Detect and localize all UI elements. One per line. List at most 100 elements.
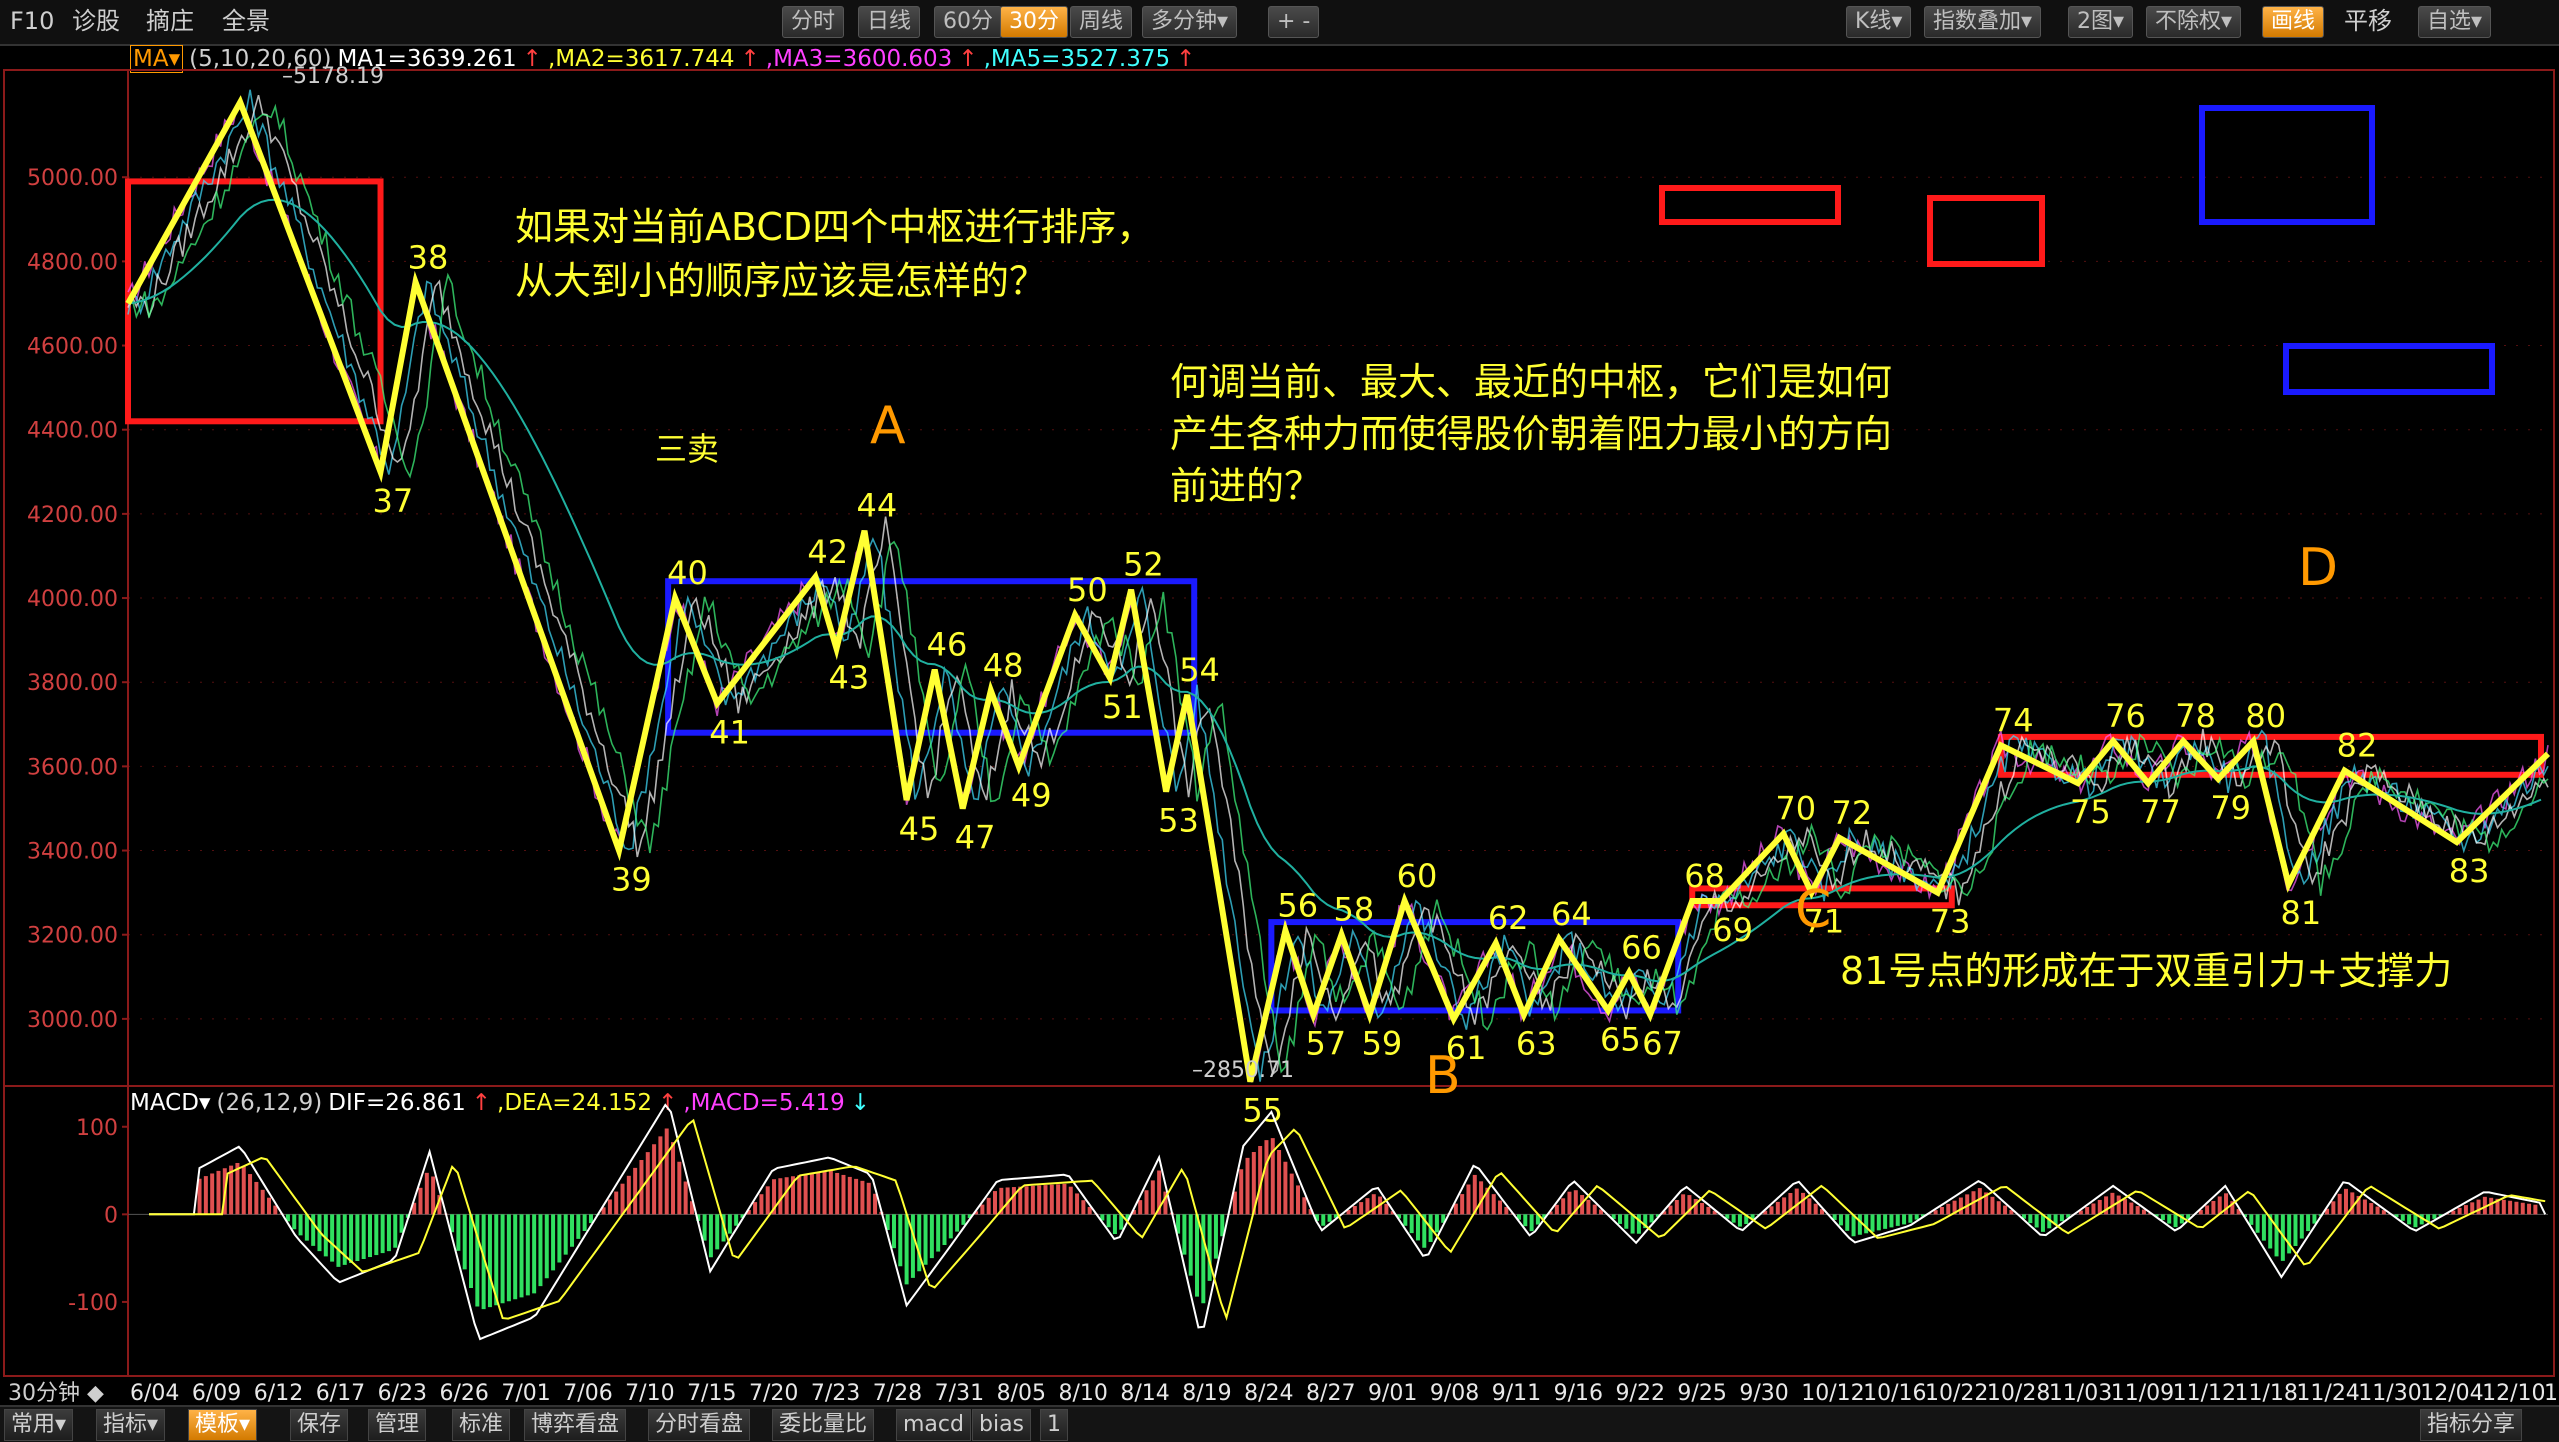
time-tick-label: 12/1 [2544,1381,2559,1405]
time-tick-label: 9/01 [1368,1381,1417,1405]
macd-arrow: ↓ [850,1090,870,1116]
price-tick-label: 4600.00 [27,335,118,360]
hub-label-b: B [1425,1046,1461,1106]
time-tick-label: 8/10 [1058,1381,1107,1405]
indicator-tab[interactable]: 指标▾ [96,1409,166,1441]
time-tick-label: 8/24 [1244,1381,1293,1405]
time-tick-label: 11/24 [2296,1381,2359,1405]
stroke-label-77: 77 [2140,793,2181,831]
stroke-label-38: 38 [408,238,449,276]
diagnose-button[interactable]: 诊股 [72,7,120,35]
ma2-value: ,MA2=3617.744 [547,46,735,72]
game-view-tab[interactable]: 博弈看盘 [524,1409,627,1441]
time-tick-label: 8/27 [1306,1381,1355,1405]
hub-label-c: C [1795,880,1832,940]
f10-button[interactable]: F10 [10,7,55,35]
zhaizhuang-button[interactable]: 摘庄 [146,7,194,35]
stroke-label-83: 83 [2449,852,2490,890]
price-noise-line [127,103,2549,1074]
no-rights-dropdown[interactable]: 不除权▾ [2146,6,2242,38]
ma-selector[interactable]: MA▾ [130,45,184,73]
bias-tab[interactable]: bias [972,1409,1032,1441]
price-tick-label: 3800.00 [27,671,118,696]
macd-selector[interactable]: MACD▾ [130,1090,211,1116]
dif-line [149,1103,2547,1341]
stroke-label-53: 53 [1158,802,1199,840]
time-tick-label: 9/25 [1677,1381,1726,1405]
central-hubs [125,105,2544,1014]
standard-tab[interactable]: 标准 [452,1409,511,1441]
zoom-buttons[interactable]: + - [1268,6,1320,38]
low-price-value: 2850.71 [1203,1058,1294,1083]
stroke-label-81: 81 [2280,894,2321,932]
one-tab[interactable]: 1 [1040,1409,1068,1441]
price-tick-label: 4400.00 [27,419,118,444]
stroke-label-56: 56 [1277,887,1318,925]
time-tick-label: 7/06 [563,1381,612,1405]
price-tick-label: 5000.00 [27,166,118,191]
time-tick-label: 10/16 [1863,1381,1926,1405]
time-tick-label: 7/10 [625,1381,674,1405]
panorama-button[interactable]: 全景 [222,7,270,35]
price-tick-label: 4800.00 [27,250,118,275]
time-tick-label: 6/09 [192,1381,241,1405]
stroke-label-62: 62 [1488,899,1529,937]
kline-dropdown[interactable]: K线▾ [1846,6,1912,38]
sample-box [1659,185,1841,225]
ma3-value: ,MA3=3600.603 [765,46,953,72]
watchlist-dropdown[interactable]: 自选▾ [2418,6,2492,38]
time-tick-label: 11/18 [2235,1381,2298,1405]
index-overlay-dropdown[interactable]: 指数叠加▾ [1924,6,2042,38]
hub-label-d: D [2298,538,2339,598]
stroke-label-80: 80 [2245,697,2286,735]
time-tick-label: 7/28 [873,1381,922,1405]
ma-indicator-line: MA▾ (5,10,20,60) MA1=3639.261 ↑ ,MA2=3617.74… [130,44,1201,74]
ma1-value: MA1=3639.261 [337,46,517,72]
macd-indicator-line: MACD▾ (26,12,9) DIF=26.861 ↑ ,DEA=24.152 ↑ ,MA… [130,1088,876,1118]
save-button[interactable]: 保存 [290,1409,349,1441]
ma5-value: ,MA5=3527.375 [983,46,1171,72]
time-tick-label: 6/12 [254,1381,303,1405]
two-chart-dropdown[interactable]: 2图▾ [2068,6,2134,38]
time-tick-label: 8/05 [997,1381,1046,1405]
indicator-share-button[interactable]: 指标分享 [2420,1409,2523,1441]
common-tab[interactable]: 常用▾ [4,1409,74,1441]
draw-line-button[interactable]: 画线 [2262,6,2325,38]
time-tick-label: 7/31 [935,1381,984,1405]
stroke-label-82: 82 [2337,727,2378,765]
stroke-label-61: 61 [1446,1029,1487,1067]
period-60min[interactable]: 60分 [934,6,1002,38]
period-daily[interactable]: 日线 [858,6,921,38]
time-tick-label: 6/17 [316,1381,365,1405]
period-weekly[interactable]: 周线 [1070,6,1133,38]
ma3-arrow: ↑ [958,46,978,72]
macd-tab[interactable]: macd [896,1409,971,1441]
stroke-label-70: 70 [1775,790,1816,828]
time-tick-label: 8/14 [1120,1381,1169,1405]
hub-label-a: A [870,396,906,456]
stroke-label-79: 79 [2210,789,2251,827]
template-tab[interactable]: 模板▾ [188,1409,258,1441]
macd-panel-border [3,1085,2555,1377]
sample-box [1927,195,2045,267]
third-sell-label: 三卖 [655,430,720,468]
stroke-label-48: 48 [983,647,1024,685]
order-ratio-tab[interactable]: 委比量比 [772,1409,875,1441]
period-30min[interactable]: 30分 [1000,6,1068,38]
stroke-label-73: 73 [1930,903,1971,941]
period-multi-minute[interactable]: 多分钟▾ [1142,6,1238,38]
dif-value: DIF=26.861 [328,1090,466,1116]
question-forces-line2: 产生各种力而使得股价朝着阻力最小的方向 [1170,412,1893,456]
manage-button[interactable]: 管理 [368,1409,427,1441]
time-tick-label: 9/16 [1554,1381,1603,1405]
ma2-arrow: ↑ [740,46,760,72]
dif-arrow: ↑ [471,1090,492,1116]
price-tick-label: 3000.00 [27,1008,118,1033]
price-noise-line [127,89,2549,1082]
pan-button[interactable]: 平移 [2344,7,2392,35]
kline-chart[interactable]: 5000.00 4800.00 4600.00 4400.00 4200.00 4000.… [0,0,2559,1405]
stroke-label-78: 78 [2175,697,2216,735]
period-fenshi[interactable]: 分时 [782,6,845,38]
intraday-view-tab[interactable]: 分时看盘 [648,1409,751,1441]
stroke-label-46: 46 [927,626,968,664]
